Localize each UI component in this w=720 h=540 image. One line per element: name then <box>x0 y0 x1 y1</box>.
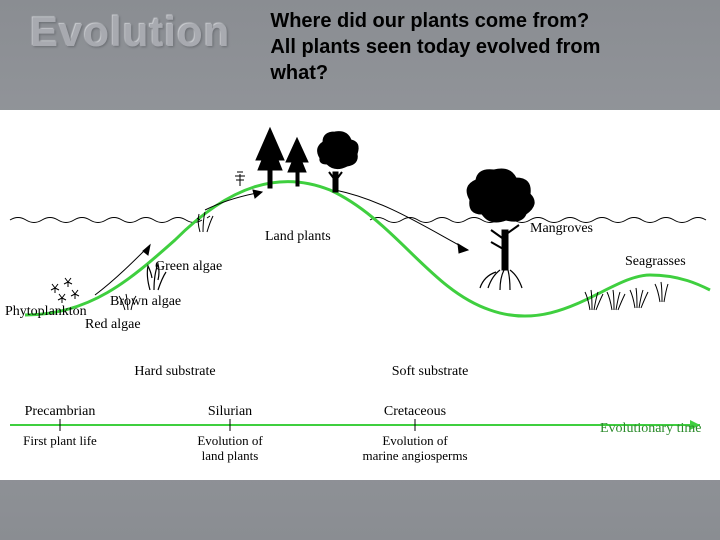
question-2: All plants seen today evolved from what? <box>270 34 650 86</box>
label-red-algae: Red algae <box>85 317 141 332</box>
label-phytoplankton: Phytoplankton <box>5 304 87 319</box>
phytoplankton-icon <box>51 278 79 303</box>
question-1: Where did our plants come from? <box>270 8 650 34</box>
slide-questions: Where did our plants come from? All plan… <box>270 8 650 86</box>
label-green-algae: Green algae <box>155 259 222 274</box>
land-plants-icon <box>235 128 358 192</box>
mangroves-icon <box>467 169 534 290</box>
axis-label: Evolutionary time <box>600 421 701 436</box>
desc-silurian-1: Evolution of <box>197 433 263 448</box>
arrow-1-head <box>143 245 150 255</box>
arrow-2-head <box>253 190 262 198</box>
desc-cretaceous-1: Evolution of <box>382 433 448 448</box>
era-cretaceous: Cretaceous <box>384 404 446 419</box>
label-seagrasses: Seagrasses <box>625 254 686 269</box>
desc-silurian-2: land plants <box>202 448 259 463</box>
era-precambrian: Precambrian <box>25 404 96 419</box>
label-brown-algae: Brown algae <box>110 294 181 309</box>
diagram-svg: Phytoplankton Red algae Brown algae Gree… <box>0 110 720 480</box>
arrow-3-head <box>458 244 468 253</box>
seagrasses-icon <box>585 282 668 310</box>
desc-cretaceous-2: marine angiosperms <box>362 448 467 463</box>
slide-title: Evolution <box>30 8 230 86</box>
evolution-diagram: Phytoplankton Red algae Brown algae Gree… <box>0 110 720 480</box>
label-mangroves: Mangroves <box>530 221 593 236</box>
era-silurian: Silurian <box>208 404 252 419</box>
desc-precambrian-1: First plant life <box>23 433 97 448</box>
label-soft-substrate: Soft substrate <box>392 364 469 379</box>
waterline <box>10 218 706 223</box>
label-land-plants: Land plants <box>265 229 331 244</box>
label-hard-substrate: Hard substrate <box>134 364 215 379</box>
